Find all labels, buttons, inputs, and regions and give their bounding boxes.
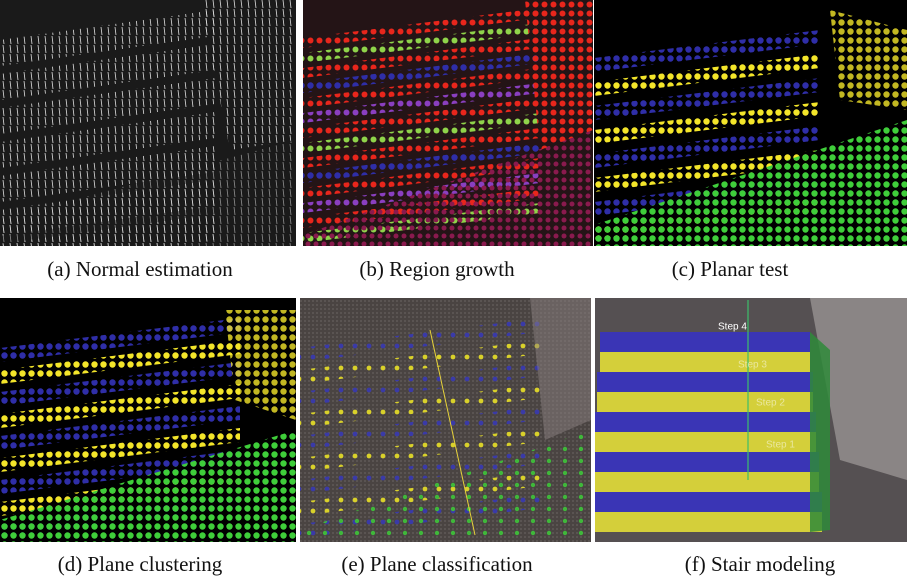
step-side: [810, 332, 830, 532]
step-band: [591, 452, 819, 472]
step-band: [588, 492, 822, 512]
caption: (f) Stair modeling: [685, 552, 836, 576]
step-band: [600, 332, 810, 352]
caption: (b) Region growth: [359, 257, 515, 281]
step-band: [588, 512, 822, 532]
figure-panel: [300, 298, 591, 542]
caption: (c) Planar test: [672, 257, 789, 281]
figure-panel: [588, 298, 907, 542]
step-label: Step 3: [738, 360, 767, 371]
step-band: [600, 352, 810, 372]
figure-panel: [594, 0, 907, 246]
step-label: Step 4: [718, 322, 747, 333]
caption: (e) Plane classification: [341, 552, 533, 576]
step-label: Step 1: [766, 440, 795, 451]
figure: Step 4 Step 3 Step 2 Step 1 (a) Normal e…: [0, 0, 907, 587]
caption: (d) Plane clustering: [58, 552, 223, 576]
figure-panel: [0, 298, 296, 542]
figure-panel: [0, 0, 296, 270]
step-label: Step 2: [756, 398, 785, 409]
step-band: [594, 412, 816, 432]
caption: (a) Normal estimation: [47, 257, 233, 281]
step-band: [591, 472, 819, 492]
figure-panel: [303, 0, 593, 246]
step-band: [597, 372, 813, 392]
